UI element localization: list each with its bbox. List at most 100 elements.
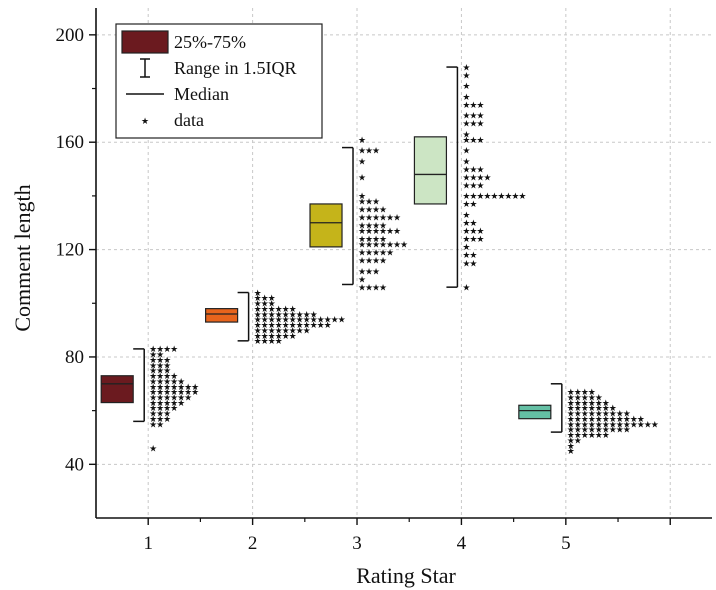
data-point-star: ★ xyxy=(379,241,387,251)
data-point-star: ★ xyxy=(476,112,484,122)
data-point-star: ★ xyxy=(310,310,318,320)
data-point-star: ★ xyxy=(574,404,582,414)
data-point-star: ★ xyxy=(567,420,575,430)
data-point-star: ★ xyxy=(324,321,332,331)
data-point-star: ★ xyxy=(462,120,470,130)
x-tick-label: 2 xyxy=(248,533,258,554)
data-point-star: ★ xyxy=(254,294,262,304)
data-point-star: ★ xyxy=(567,399,575,409)
box-category-4 xyxy=(413,66,459,288)
data-point-star: ★ xyxy=(462,251,470,261)
data-point-star: ★ xyxy=(365,257,373,267)
data-point-star: ★ xyxy=(275,310,283,320)
data-point-star: ★ xyxy=(476,173,484,183)
data-point-star: ★ xyxy=(358,157,366,167)
data-point-star: ★ xyxy=(163,415,171,425)
data-point-star: ★ xyxy=(365,249,373,259)
data-point-star: ★ xyxy=(254,321,262,331)
data-point-star: ★ xyxy=(358,283,366,293)
iqr-box xyxy=(205,308,239,323)
data-point-star: ★ xyxy=(574,415,582,425)
data-point-star: ★ xyxy=(469,136,477,146)
data-point-star: ★ xyxy=(163,388,171,398)
data-point-star: ★ xyxy=(282,332,290,342)
data-point-star: ★ xyxy=(149,388,157,398)
data-point-star: ★ xyxy=(149,445,157,455)
data-point-star: ★ xyxy=(469,251,477,261)
data-point-star: ★ xyxy=(567,436,575,446)
x-tick-label: 1 xyxy=(143,533,153,554)
data-point-star: ★ xyxy=(469,181,477,191)
data-point-star: ★ xyxy=(289,332,297,342)
data-point-star: ★ xyxy=(289,316,297,326)
data-point-star: ★ xyxy=(156,356,164,366)
data-point-star: ★ xyxy=(156,383,164,393)
stars-category-1: ★★★★★★★★★★★★★★★★★★★★★★★★★★★★★★★★★★★★★★★★… xyxy=(149,345,199,454)
legend-entry-label: Range in 1.5IQR xyxy=(174,58,296,78)
data-point-star: ★ xyxy=(149,345,157,355)
data-point-star: ★ xyxy=(372,241,380,251)
y-tick-label: 120 xyxy=(56,240,85,261)
data-point-star: ★ xyxy=(268,294,276,304)
stars-category-4: ★★★★★★★★★★★★★★★★★★★★★★★★★★★★★★★★★★★★★★★★… xyxy=(462,63,526,293)
data-point-star: ★ xyxy=(365,222,373,232)
data-point-star: ★ xyxy=(358,214,366,224)
data-point-star: ★ xyxy=(462,112,470,122)
data-point-star: ★ xyxy=(372,222,380,232)
data-point-star: ★ xyxy=(170,399,178,409)
iqr-box xyxy=(518,404,552,420)
data-point-star: ★ xyxy=(581,415,589,425)
data-point-star: ★ xyxy=(303,321,311,331)
data-point-star: ★ xyxy=(602,426,610,436)
data-point-star: ★ xyxy=(386,227,394,237)
data-point-star: ★ xyxy=(149,394,157,404)
data-point-star: ★ xyxy=(296,316,304,326)
data-point-star: ★ xyxy=(303,326,311,336)
data-point-star: ★ xyxy=(170,372,178,382)
data-point-star: ★ xyxy=(289,305,297,315)
data-point-star: ★ xyxy=(261,326,269,336)
data-point-star: ★ xyxy=(462,101,470,111)
data-point-star: ★ xyxy=(156,420,164,430)
data-point-star: ★ xyxy=(261,305,269,315)
data-point-star: ★ xyxy=(358,227,366,237)
data-point-star: ★ xyxy=(149,415,157,425)
data-point-star: ★ xyxy=(476,101,484,111)
data-point-star: ★ xyxy=(303,310,311,320)
data-point-star: ★ xyxy=(462,136,470,146)
data-point-star: ★ xyxy=(462,283,470,293)
data-point-star: ★ xyxy=(282,326,290,336)
data-point-star: ★ xyxy=(574,410,582,420)
data-point-star: ★ xyxy=(149,372,157,382)
x-tick-label: 3 xyxy=(352,533,362,554)
data-point-star: ★ xyxy=(268,326,276,336)
data-point-star: ★ xyxy=(462,157,470,167)
data-point-star: ★ xyxy=(588,399,596,409)
data-point-star: ★ xyxy=(574,426,582,436)
data-point-star: ★ xyxy=(393,214,401,224)
data-point-star: ★ xyxy=(163,410,171,420)
data-point-star: ★ xyxy=(462,219,470,229)
data-point-star: ★ xyxy=(358,257,366,267)
box-category-2 xyxy=(205,291,250,342)
x-tick-label: 4 xyxy=(457,533,467,554)
data-point-star: ★ xyxy=(490,192,498,202)
data-point-star: ★ xyxy=(609,420,617,430)
data-point-star: ★ xyxy=(365,214,373,224)
data-point-star: ★ xyxy=(602,410,610,420)
data-point-star: ★ xyxy=(163,399,171,409)
data-point-star: ★ xyxy=(303,316,311,326)
data-point-star: ★ xyxy=(511,192,519,202)
data-point-star: ★ xyxy=(372,198,380,208)
data-point-star: ★ xyxy=(588,410,596,420)
data-point-star: ★ xyxy=(476,192,484,202)
data-point-star: ★ xyxy=(365,227,373,237)
data-point-star: ★ xyxy=(602,415,610,425)
legend-entry-label: data xyxy=(174,110,204,130)
data-point-star: ★ xyxy=(289,326,297,336)
data-point-star: ★ xyxy=(602,404,610,414)
data-point-star: ★ xyxy=(365,235,373,245)
data-point-star: ★ xyxy=(358,241,366,251)
data-point-star: ★ xyxy=(149,383,157,393)
y-tick-label: 40 xyxy=(65,454,84,475)
